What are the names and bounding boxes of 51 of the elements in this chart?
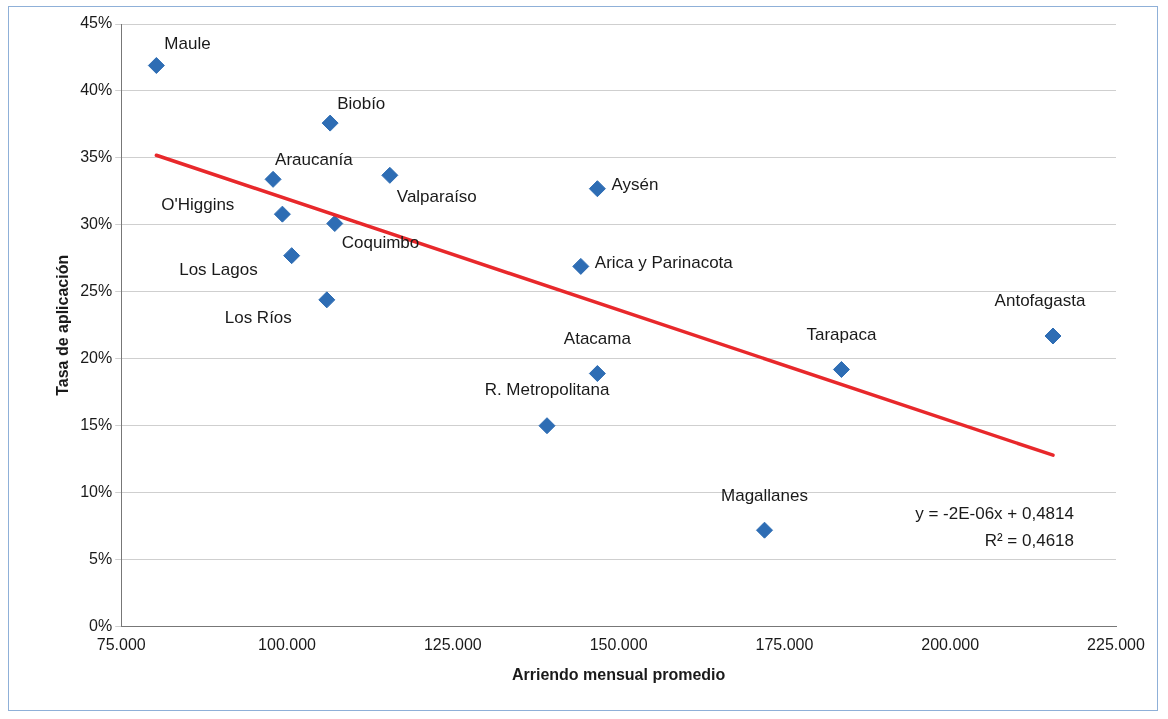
point bbox=[756, 521, 774, 539]
y-tick-label: 30% bbox=[80, 215, 113, 233]
x-tick-label: 75.000 bbox=[96, 635, 146, 653]
point bbox=[538, 417, 556, 435]
x-tick-label: 175.000 bbox=[755, 635, 814, 653]
point bbox=[1044, 327, 1062, 345]
point bbox=[588, 365, 606, 383]
y-tick-label: 20% bbox=[80, 349, 113, 367]
point bbox=[147, 57, 165, 75]
annotation: Valparaíso bbox=[396, 187, 477, 207]
point bbox=[381, 166, 399, 184]
y-axis-title: Tasa de aplicación bbox=[54, 254, 72, 396]
point bbox=[264, 170, 282, 188]
y-tick-label: 45% bbox=[80, 14, 113, 32]
annotation: Los Ríos bbox=[224, 307, 292, 327]
point bbox=[321, 114, 339, 132]
y-tick-label: 25% bbox=[80, 282, 113, 300]
x-tick-label: 125.000 bbox=[423, 635, 482, 653]
annotation: Biobío bbox=[337, 93, 386, 113]
x-axis-title: Arriendo mensual promedio bbox=[511, 665, 726, 683]
y-tick-label: 15% bbox=[80, 416, 113, 434]
annotation: Coquimbo bbox=[341, 233, 420, 253]
point bbox=[572, 257, 590, 275]
annotation: O'Higgins bbox=[161, 194, 235, 214]
y-tick-label: 10% bbox=[80, 483, 113, 501]
y-tick-label: 40% bbox=[80, 81, 113, 99]
annotation: Los Lagos bbox=[179, 260, 258, 280]
point bbox=[283, 247, 301, 265]
annotation: Tarapaca bbox=[806, 325, 877, 345]
annotation: Araucanía bbox=[275, 150, 354, 170]
annotation: R² = 0,4618 bbox=[984, 531, 1074, 551]
annotation: Aysén bbox=[611, 175, 659, 195]
point bbox=[273, 205, 291, 223]
x-tick-label: 200.000 bbox=[921, 635, 980, 653]
annotation: Antofagasta bbox=[994, 290, 1086, 310]
x-tick-label: 100.000 bbox=[258, 635, 317, 653]
annotation: Maule bbox=[164, 34, 211, 54]
y-tick-label: 5% bbox=[89, 550, 113, 568]
point bbox=[832, 360, 850, 378]
point bbox=[326, 215, 344, 233]
y-tick-label: 0% bbox=[89, 617, 113, 635]
annotation: y = -2E-06x + 0,4814 bbox=[915, 504, 1074, 524]
annotation: R. Metropolitana bbox=[484, 380, 610, 400]
point bbox=[588, 180, 606, 198]
annotation: Atacama bbox=[563, 329, 632, 349]
annotation: Arica y Parinacota bbox=[594, 253, 734, 273]
x-tick-label: 225.000 bbox=[1087, 635, 1146, 653]
x-tick-label: 150.000 bbox=[589, 635, 648, 653]
y-tick-label: 35% bbox=[80, 148, 113, 166]
annotation: Magallanes bbox=[721, 485, 808, 505]
point bbox=[318, 291, 336, 309]
